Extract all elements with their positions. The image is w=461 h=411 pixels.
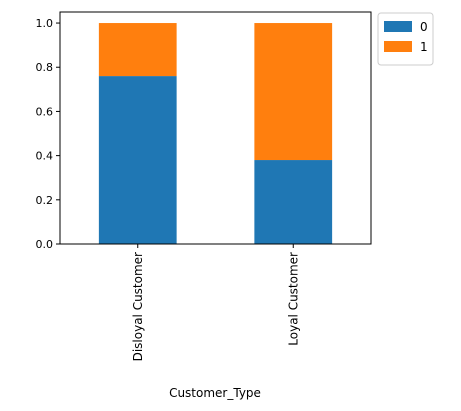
y-tick-label: 0.4 xyxy=(36,150,54,163)
x-tick-label: Disloyal Customer xyxy=(131,252,145,361)
y-tick-label: 0.2 xyxy=(36,194,54,207)
legend-label-1: 1 xyxy=(420,40,428,54)
x-tick-label: Loyal Customer xyxy=(286,252,300,346)
y-tick-label: 0.0 xyxy=(36,238,54,251)
bars-group xyxy=(98,23,333,244)
bar-disloyal-customer-series-0 xyxy=(98,76,177,244)
bar-loyal-customer-series-1 xyxy=(254,23,333,161)
x-axis: Disloyal Customer Loyal Customer xyxy=(131,244,300,361)
legend-swatch-0 xyxy=(384,21,412,32)
legend: 01 xyxy=(377,12,434,66)
bar-disloyal-customer-series-1 xyxy=(98,23,177,77)
y-tick-label: 0.6 xyxy=(36,105,54,118)
x-axis-label: Customer_Type xyxy=(169,386,261,400)
legend-label-0: 0 xyxy=(420,20,428,34)
bar-loyal-customer-series-0 xyxy=(254,160,333,244)
plot-frame xyxy=(59,11,372,245)
y-axis: 0.0 0.2 0.4 0.6 0.8 1.0 xyxy=(36,17,60,251)
y-tick-label: 1.0 xyxy=(36,17,54,30)
legend-swatch-1 xyxy=(384,41,412,52)
y-tick-label: 0.8 xyxy=(36,61,54,74)
